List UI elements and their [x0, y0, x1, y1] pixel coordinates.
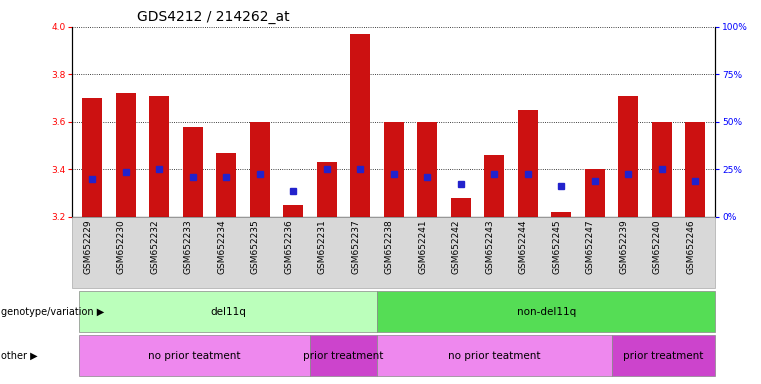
Bar — [384, 122, 404, 217]
Bar — [317, 162, 337, 217]
Text: GDS4212 / 214262_at: GDS4212 / 214262_at — [137, 10, 289, 25]
Text: no prior teatment: no prior teatment — [148, 351, 240, 361]
Bar — [685, 122, 705, 217]
Text: GSM652235: GSM652235 — [251, 219, 260, 274]
Text: GSM652241: GSM652241 — [419, 219, 428, 274]
Bar — [484, 155, 505, 217]
Text: GSM652233: GSM652233 — [184, 219, 193, 274]
Bar — [417, 122, 438, 217]
Text: GSM652238: GSM652238 — [385, 219, 393, 274]
Text: other ▶: other ▶ — [1, 351, 37, 361]
Bar — [451, 198, 471, 217]
Text: GSM652232: GSM652232 — [151, 219, 159, 274]
Text: GSM652245: GSM652245 — [552, 219, 562, 274]
Text: prior treatment: prior treatment — [623, 351, 704, 361]
Text: GSM652239: GSM652239 — [619, 219, 629, 274]
Bar — [82, 98, 103, 217]
Text: genotype/variation ▶: genotype/variation ▶ — [1, 306, 104, 317]
Text: GSM652237: GSM652237 — [352, 219, 360, 274]
Text: GSM652247: GSM652247 — [586, 219, 595, 274]
Bar — [116, 93, 136, 217]
Bar — [216, 153, 237, 217]
Text: GSM652246: GSM652246 — [686, 219, 696, 274]
Text: non-del11q: non-del11q — [517, 306, 576, 317]
Bar — [618, 96, 638, 217]
Text: GSM652236: GSM652236 — [285, 219, 293, 274]
Bar — [551, 212, 572, 217]
Text: prior treatment: prior treatment — [304, 351, 384, 361]
Bar — [584, 169, 605, 217]
Text: GSM652243: GSM652243 — [486, 219, 495, 274]
Text: no prior teatment: no prior teatment — [448, 351, 540, 361]
Text: GSM652242: GSM652242 — [452, 219, 461, 273]
Text: GSM652244: GSM652244 — [519, 219, 528, 273]
Bar — [149, 96, 170, 217]
Bar — [350, 34, 371, 217]
Bar — [183, 127, 203, 217]
Bar — [651, 122, 672, 217]
Text: GSM652234: GSM652234 — [218, 219, 226, 274]
Text: GSM652230: GSM652230 — [117, 219, 126, 274]
Bar — [517, 110, 538, 217]
Bar — [250, 122, 270, 217]
Bar — [283, 205, 304, 217]
Text: del11q: del11q — [210, 306, 246, 317]
Text: GSM652229: GSM652229 — [84, 219, 92, 274]
Text: GSM652231: GSM652231 — [318, 219, 326, 274]
Text: GSM652240: GSM652240 — [653, 219, 662, 274]
